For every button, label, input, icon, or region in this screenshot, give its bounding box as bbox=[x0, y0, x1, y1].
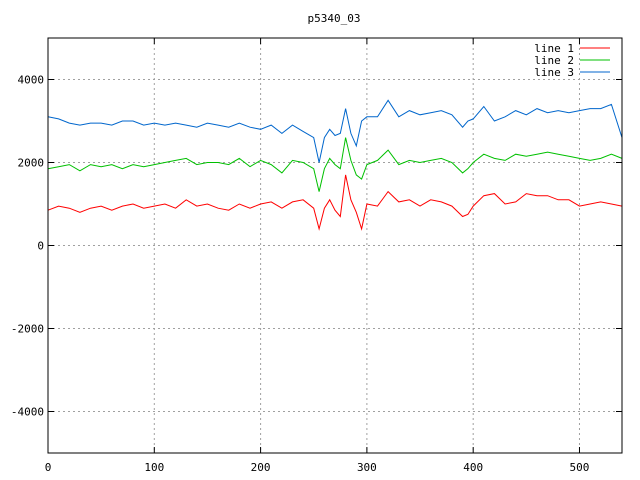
series-line-3 bbox=[47, 99, 623, 163]
y-tick-label: 2000 bbox=[18, 157, 45, 170]
y-tick-label: 4000 bbox=[18, 74, 45, 87]
legend-label: line 2 bbox=[534, 54, 574, 67]
grid bbox=[48, 38, 622, 453]
x-tick-label: 500 bbox=[570, 461, 590, 474]
series-layer bbox=[47, 99, 623, 231]
y-tick-label: -2000 bbox=[11, 323, 44, 336]
y-axis: -4000 -2000 0 2000 4000 bbox=[11, 74, 622, 419]
x-tick-label: 200 bbox=[251, 461, 271, 474]
chart-title: p5340_03 bbox=[308, 12, 361, 25]
x-tick-label: 100 bbox=[144, 461, 164, 474]
x-tick-label: 300 bbox=[357, 461, 377, 474]
series-line-1 bbox=[47, 174, 623, 231]
legend-label: line 3 bbox=[534, 66, 574, 79]
x-tick-label: 0 bbox=[45, 461, 52, 474]
series-line-2 bbox=[47, 137, 623, 192]
legend-label: line 1 bbox=[534, 42, 574, 55]
y-tick-label: -4000 bbox=[11, 406, 44, 419]
y-tick-label: 0 bbox=[37, 240, 44, 253]
x-tick-label: 400 bbox=[463, 461, 483, 474]
x-axis: 0 100 200 300 400 500 bbox=[45, 38, 590, 474]
